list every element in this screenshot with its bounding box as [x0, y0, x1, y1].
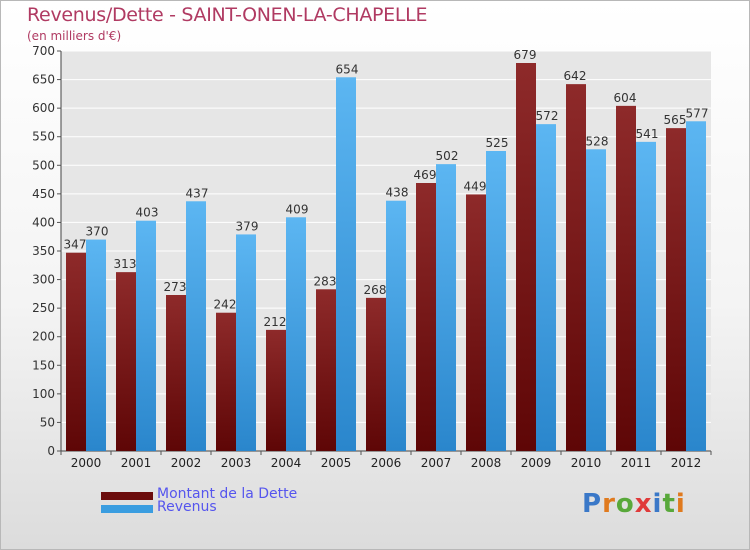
- logo-letter: i: [675, 489, 686, 519]
- data-label-dette: 313: [114, 257, 137, 271]
- chart-subtitle: (en milliers d'€): [27, 29, 122, 43]
- data-label-revenus: 370: [86, 225, 109, 239]
- data-label-revenus: 528: [586, 134, 609, 148]
- y-tick-label: 50: [40, 415, 55, 429]
- bar-revenus: [436, 164, 456, 451]
- data-label-dette: 565: [664, 113, 687, 127]
- x-tick-label: 2001: [121, 456, 152, 470]
- bar-revenus: [236, 234, 256, 451]
- x-tick-label: 2000: [71, 456, 102, 470]
- data-label-dette: 212: [264, 315, 287, 329]
- bar-dette: [516, 63, 536, 451]
- proxiti-logo: Proxiti: [582, 489, 686, 519]
- bar-revenus: [536, 124, 556, 452]
- y-tick-label: 150: [32, 358, 55, 372]
- x-tick-label: 2009: [521, 456, 552, 470]
- data-label-dette: 449: [464, 179, 487, 193]
- y-tick-label: 600: [32, 101, 55, 115]
- bar-revenus: [386, 200, 406, 451]
- x-tick-label: 2004: [271, 456, 302, 470]
- data-label-dette: 283: [314, 274, 337, 288]
- logo-letter: i: [652, 489, 663, 519]
- bar-revenus: [86, 239, 106, 451]
- x-tick-label: 2012: [671, 456, 702, 470]
- bar-revenus: [686, 121, 706, 452]
- legend-label-revenus: Revenus: [157, 499, 217, 515]
- logo-letter: r: [602, 489, 616, 519]
- data-label-revenus: 577: [686, 106, 709, 120]
- x-tick-label: 2008: [471, 456, 502, 470]
- bar-revenus: [486, 151, 506, 451]
- bar-revenus: [286, 217, 306, 451]
- x-tick-label: 2002: [171, 456, 202, 470]
- y-tick-label: 700: [32, 44, 55, 58]
- legend-label-dette: Montant de la Dette: [157, 486, 298, 502]
- data-label-dette: 242: [214, 298, 237, 312]
- bar-dette: [166, 295, 186, 451]
- y-tick-label: 350: [32, 244, 55, 258]
- bar-dette: [416, 183, 436, 451]
- x-tick-label: 2011: [621, 456, 652, 470]
- data-label-dette: 347: [64, 238, 87, 252]
- data-label-dette: 273: [164, 280, 187, 294]
- bar-dette: [466, 194, 486, 451]
- data-label-revenus: 438: [386, 186, 409, 200]
- logo-letter: x: [634, 489, 653, 519]
- data-label-revenus: 437: [186, 186, 209, 200]
- data-label-dette: 604: [614, 91, 637, 105]
- bar-revenus: [136, 220, 156, 451]
- x-tick-label: 2005: [321, 456, 352, 470]
- x-tick-label: 2010: [571, 456, 602, 470]
- logo-letter: o: [615, 489, 635, 519]
- y-tick-label: 300: [32, 273, 55, 287]
- bar-dette: [666, 128, 686, 451]
- data-label-dette: 469: [414, 168, 437, 182]
- bar-revenus: [336, 77, 356, 452]
- data-label-revenus: 379: [236, 219, 259, 233]
- logo-letter: P: [582, 489, 603, 519]
- data-label-revenus: 403: [136, 206, 159, 220]
- data-label-revenus: 409: [286, 202, 309, 216]
- x-tick-label: 2003: [221, 456, 252, 470]
- bar-dette: [316, 289, 336, 451]
- data-label-revenus: 502: [436, 149, 459, 163]
- y-tick-label: 0: [47, 444, 55, 458]
- bar-dette: [366, 297, 386, 451]
- x-tick-label: 2006: [371, 456, 402, 470]
- y-tick-label: 450: [32, 187, 55, 201]
- y-tick-label: 500: [32, 158, 55, 172]
- data-label-dette: 268: [364, 283, 387, 297]
- data-label-dette: 679: [514, 48, 537, 62]
- chart-title: Revenus/Dette - SAINT-ONEN-LA-CHAPELLE: [27, 4, 428, 26]
- legend-swatch-revenus: [101, 505, 153, 513]
- logo-letter: t: [662, 489, 676, 519]
- bar-dette: [266, 329, 286, 451]
- legend-swatch-dette: [101, 492, 153, 500]
- data-label-revenus: 654: [336, 62, 359, 76]
- bar-revenus: [636, 141, 656, 451]
- y-tick-label: 200: [32, 330, 55, 344]
- bar-dette: [216, 312, 236, 451]
- bar-revenus: [586, 149, 606, 452]
- y-tick-label: 550: [32, 130, 55, 144]
- bar-dette: [116, 272, 136, 451]
- x-tick-label: 2007: [421, 456, 452, 470]
- data-label-revenus: 572: [536, 109, 559, 123]
- bar-dette: [566, 84, 586, 452]
- y-tick-label: 250: [32, 301, 55, 315]
- y-tick-label: 400: [32, 215, 55, 229]
- y-tick-label: 650: [32, 73, 55, 87]
- data-label-dette: 642: [564, 69, 587, 83]
- bar-dette: [616, 105, 636, 451]
- data-label-revenus: 541: [636, 127, 659, 141]
- y-tick-label: 100: [32, 387, 55, 401]
- bar-dette: [66, 252, 86, 451]
- data-label-revenus: 525: [486, 136, 509, 150]
- bar-revenus: [186, 201, 206, 451]
